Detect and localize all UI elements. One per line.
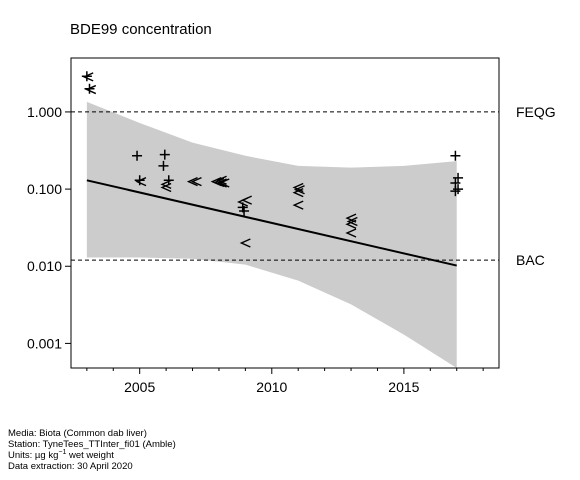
data-point-plus	[158, 160, 169, 171]
x-tick-label: 2005	[124, 379, 155, 395]
data-point-less-than	[218, 178, 230, 188]
chart-title: BDE99 concentration	[70, 21, 212, 38]
data-point-less-than	[85, 84, 97, 95]
footer-media: Media: Biota (Common dab liver)	[8, 428, 147, 439]
data-point-less-than	[292, 187, 304, 198]
data-point-less-than	[345, 213, 357, 223]
x-tick-label: 2015	[388, 379, 419, 395]
trend-line-layer	[86, 179, 457, 267]
data-points	[81, 71, 464, 248]
confidence-band	[86, 101, 457, 368]
x-tick-label: 2010	[256, 379, 287, 395]
data-point-plus	[453, 172, 464, 183]
footer-units: Units: µg kg−1 wet weight	[8, 448, 176, 461]
footer-units-suffix: wet weight	[66, 450, 114, 461]
footer-units-sup: −1	[58, 448, 67, 456]
footer-station: Station: TyneTees_TTInter_fi01 (Amble)	[8, 439, 176, 450]
data-point-less-than	[215, 175, 227, 185]
footer-extraction: Data extraction: 30 April 2020	[8, 461, 133, 472]
chart-footer: Media: Biota (Common dab liver) Station:…	[8, 428, 176, 472]
reference-label-feqg: FEQG	[516, 104, 556, 120]
data-point-less-than	[345, 228, 357, 238]
plot-frame	[70, 57, 500, 369]
reference-label-bac: BAC	[516, 252, 545, 268]
data-point-plus	[450, 150, 461, 161]
data-point-less-than	[293, 185, 305, 195]
data-point-less-than	[240, 195, 252, 205]
data-point-less-than	[215, 178, 227, 188]
data-point-less-than	[160, 182, 172, 193]
data-point-plus	[159, 149, 170, 160]
y-tick-label: 0.001	[27, 335, 62, 351]
data-point-plus	[163, 175, 174, 186]
data-point-less-than	[135, 176, 147, 187]
data-point-less-than	[160, 179, 172, 190]
data-point-less-than	[190, 176, 202, 187]
data-point-less-than	[345, 219, 357, 229]
y-tick-label: 0.010	[27, 258, 62, 274]
axes: 0.001 0.010 0.100 1.000 2005 2010 2015	[27, 57, 500, 395]
data-point-less-than	[82, 72, 94, 82]
data-point-plus	[132, 150, 143, 161]
reference-lines: FEQG BAC	[71, 104, 556, 268]
data-point-plus	[239, 206, 250, 217]
footer-units-prefix: Units: µg kg	[8, 450, 59, 461]
y-tick-label: 1.000	[27, 104, 62, 120]
confidence-band-layer	[86, 101, 457, 368]
data-point-plus	[450, 186, 461, 197]
y-tick-label: 0.100	[27, 181, 62, 197]
data-point-less-than	[346, 216, 358, 227]
data-point-less-than	[239, 238, 251, 248]
data-point-less-than	[292, 200, 304, 210]
trend-line	[86, 179, 457, 267]
data-point-less-than	[186, 176, 198, 187]
